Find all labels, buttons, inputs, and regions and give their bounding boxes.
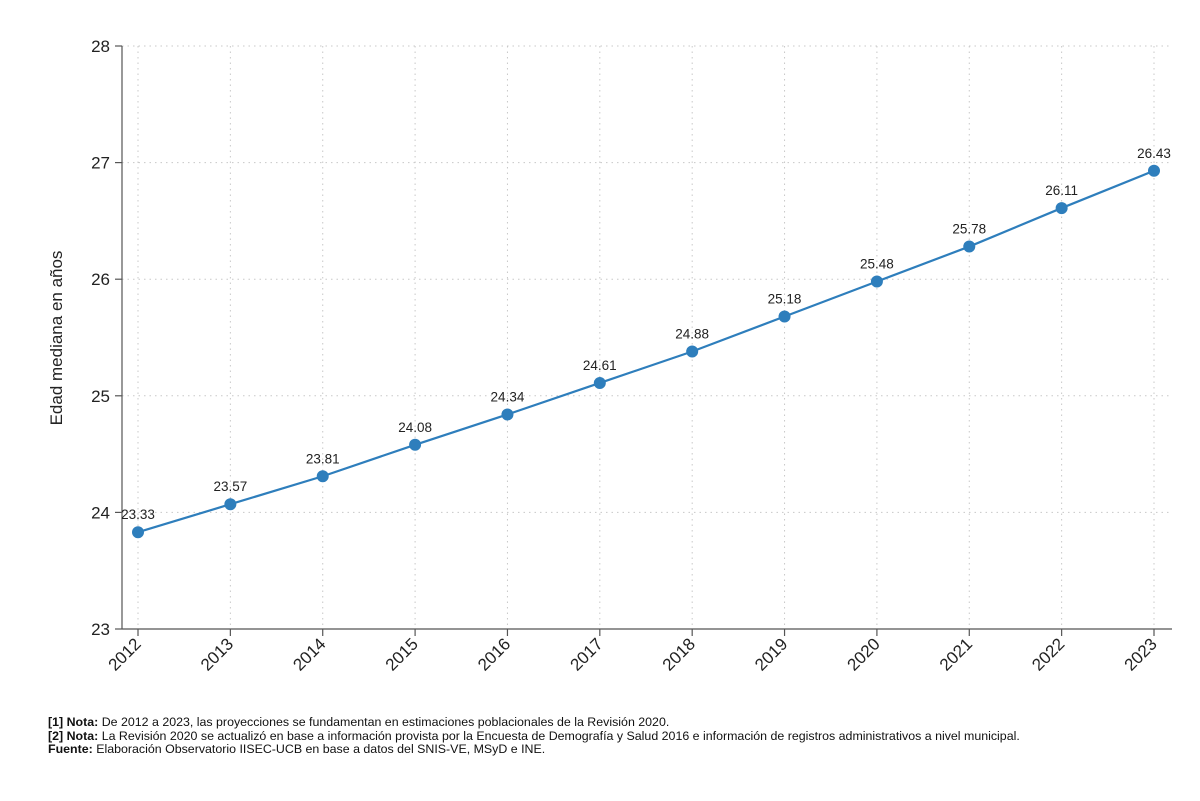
x-tick-label: 2021 [936, 634, 976, 674]
x-tick-label: 2012 [105, 634, 145, 674]
data-point [593, 376, 606, 389]
source-line: Fuente: Elaboración Observatorio IISEC-U… [48, 742, 1188, 757]
data-label: 24.88 [675, 326, 709, 341]
data-label: 23.33 [121, 507, 155, 522]
x-tick-label: 2023 [1121, 634, 1161, 674]
data-label: 23.81 [306, 451, 340, 466]
x-tick-label: 2013 [197, 634, 237, 674]
y-tick-label: 24 [91, 503, 110, 522]
note-1: [1] Nota: De 2012 a 2023, las proyeccion… [48, 715, 1188, 730]
x-tick-label: 2017 [566, 634, 606, 674]
data-point [316, 470, 329, 483]
data-label: 24.34 [491, 389, 525, 404]
data-point [1055, 202, 1068, 215]
y-tick-label: 23 [91, 620, 110, 639]
note-1-key: [1] Nota: [48, 715, 99, 729]
footnotes: [1] Nota: De 2012 a 2023, las proyeccion… [48, 715, 1188, 757]
data-point [778, 310, 791, 323]
note-1-text: De 2012 a 2023, las proyecciones se fund… [98, 715, 670, 729]
data-label: 25.18 [768, 292, 802, 307]
data-point [870, 275, 883, 288]
axes: 23 24 25 26 27 28 2012 2013 2014 2015 2016 2017 2018… [91, 37, 1172, 675]
data-label: 24.61 [583, 358, 617, 373]
note-2-text: La Revisión 2020 se actualizó en base a … [98, 728, 1020, 743]
series-line [137, 169, 1155, 534]
series-line-layer [132, 164, 1160, 539]
y-tick-label: 25 [91, 387, 110, 406]
data-label: 23.57 [213, 479, 247, 494]
y-axis-title: Edad mediana en años [47, 251, 66, 426]
x-tick-label: 2019 [751, 634, 791, 674]
x-tick-label: 2022 [1028, 634, 1068, 674]
data-label: 26.43 [1137, 146, 1171, 161]
data-point [224, 498, 237, 511]
data-label: 25.78 [952, 222, 986, 237]
x-tick-label: 2015 [382, 634, 422, 674]
source-key: Fuente: [48, 742, 93, 756]
data-labels: 23.33 23.57 23.81 24.08 24.34 24.61 24.88 25.18… [121, 146, 1171, 522]
data-point [501, 408, 514, 421]
data-label: 26.11 [1045, 183, 1078, 198]
note-2: [2] Nota: La Revisión 2020 se actualizó … [48, 728, 1188, 744]
data-point [963, 240, 976, 253]
note-2-key: [2] Nota: [48, 728, 99, 743]
data-point [686, 345, 699, 358]
y-tick-label: 27 [91, 154, 110, 173]
data-label: 24.08 [398, 420, 432, 435]
x-tick-label: 2020 [844, 634, 884, 674]
data-point [409, 438, 422, 451]
line-chart: 23 24 25 26 27 28 2012 2013 2014 2015 2016 2017 2018… [47, 37, 1172, 675]
source-text: Elaboración Observatorio IISEC-UCB en ba… [92, 742, 546, 756]
x-tick-label: 2014 [289, 634, 329, 674]
x-tick-label: 2016 [474, 634, 514, 674]
y-tick-label: 26 [91, 270, 110, 289]
data-point [1148, 164, 1160, 177]
y-tick-label: 28 [91, 37, 110, 56]
gridlines [122, 45, 1172, 630]
data-point [132, 526, 144, 539]
x-tick-label: 2018 [659, 634, 699, 674]
data-label: 25.48 [860, 257, 894, 272]
